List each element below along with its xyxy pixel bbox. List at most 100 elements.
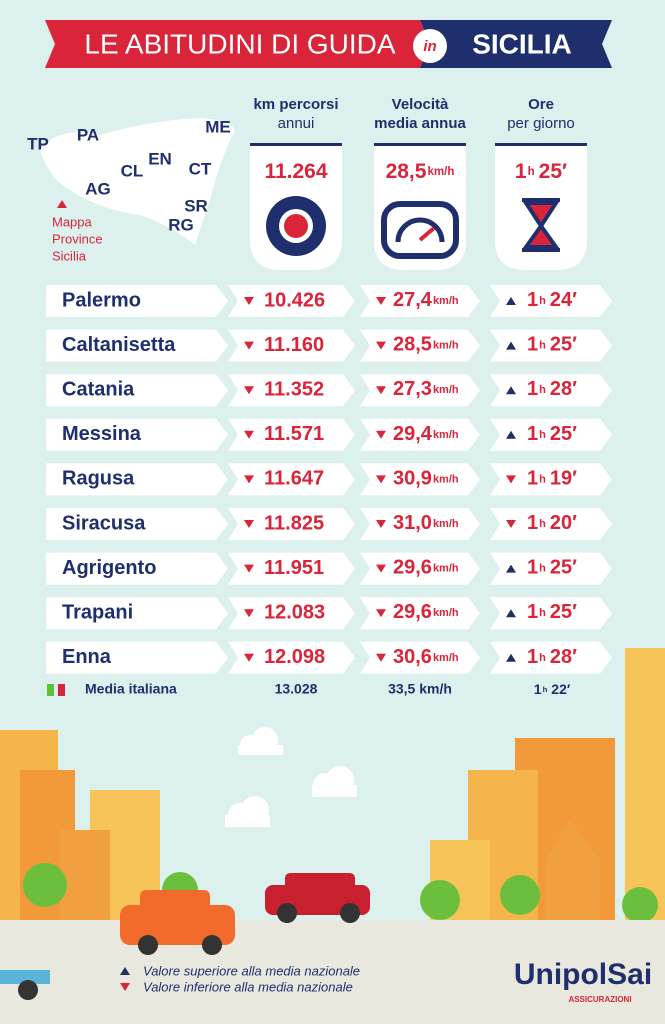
number: 30,6 xyxy=(393,646,432,668)
km-value: 11.352 xyxy=(264,378,324,400)
city xyxy=(0,648,665,1024)
province-label: AG xyxy=(85,179,111,198)
number: 28,5 xyxy=(386,160,427,183)
title-right: SICILIA xyxy=(472,28,572,59)
row-bar xyxy=(360,374,480,407)
value: 27,4km/h xyxy=(393,289,459,311)
number: 1 xyxy=(527,378,538,400)
trend-arrow xyxy=(244,475,254,484)
row-bar xyxy=(490,552,612,585)
brand-sub: ASSICURAZIONI xyxy=(568,995,631,1004)
km-value: 10.426 xyxy=(264,289,325,311)
trend-arrow xyxy=(506,341,516,350)
value: 28,5km/h xyxy=(393,334,459,356)
province-label: CT xyxy=(189,159,212,178)
trend-arrow xyxy=(376,341,386,350)
unit: km/h xyxy=(427,166,454,178)
banner-right xyxy=(420,20,612,68)
trend-arrow xyxy=(244,430,254,439)
unit: km/h xyxy=(433,295,459,307)
trend-arrow xyxy=(506,386,516,395)
number: 22′ xyxy=(551,681,571,697)
column-heading: Ore xyxy=(528,96,554,113)
value: 1h 19′ xyxy=(527,468,577,490)
number: 29,4 xyxy=(393,423,433,445)
number: 1 xyxy=(527,512,538,534)
trend-arrow xyxy=(376,564,386,573)
number: 30,9 xyxy=(393,468,432,490)
flag-red xyxy=(58,684,65,696)
number: 25′ xyxy=(550,601,577,623)
value: 30,9km/h xyxy=(393,468,459,490)
map-legend: Sicilia xyxy=(52,248,87,263)
number: 27,3 xyxy=(393,378,432,400)
trend-arrow xyxy=(506,430,516,439)
row-bar xyxy=(46,285,228,317)
column-heading: media annua xyxy=(374,115,466,132)
row-bar xyxy=(490,463,612,496)
number: 29,6 xyxy=(393,601,432,623)
value: 29,4km/h xyxy=(393,423,459,445)
unit: h xyxy=(539,652,546,664)
row-bar xyxy=(228,285,355,317)
gauge-icon xyxy=(381,201,459,259)
number: 25′ xyxy=(550,334,577,356)
row-bar xyxy=(490,374,612,407)
trend-arrow xyxy=(244,520,254,528)
legend-down: Valore inferiore alla media nazionale xyxy=(143,979,353,994)
row-bar xyxy=(228,552,355,585)
number: 1 xyxy=(534,681,542,697)
hourglass-icon xyxy=(522,198,560,252)
number: 1 xyxy=(527,557,538,579)
value: 1h 25′ xyxy=(515,160,567,183)
value: 30,6km/h xyxy=(393,646,459,668)
unit: h xyxy=(539,473,546,485)
row-bar xyxy=(360,552,480,585)
province-label: PA xyxy=(77,125,99,144)
km-value: 11.571 xyxy=(264,423,324,445)
unit: h xyxy=(539,563,546,575)
row-bar xyxy=(490,418,612,451)
row-bar xyxy=(228,418,355,451)
value: 1h 25′ xyxy=(527,557,577,579)
value: 27,3km/h xyxy=(393,378,459,400)
number: 1 xyxy=(527,289,538,311)
row-bar xyxy=(46,597,228,630)
trend-arrow xyxy=(244,297,254,305)
value: 29,6km/h xyxy=(393,601,459,623)
province-label: ME xyxy=(205,117,231,136)
number: 28′ xyxy=(550,646,577,668)
row-bar xyxy=(46,329,228,362)
city-name: Agrigento xyxy=(62,557,156,579)
number: 19′ xyxy=(550,468,577,490)
trend-arrow xyxy=(244,386,254,395)
province-label: EN xyxy=(148,149,172,168)
km-value: 11.160 xyxy=(264,334,324,356)
city-name: Enna xyxy=(62,646,112,668)
connector: in xyxy=(423,38,436,55)
number: 1 xyxy=(527,601,538,623)
unit: h xyxy=(539,340,546,352)
number: 24′ xyxy=(550,289,577,311)
value: 1h 25′ xyxy=(527,423,577,445)
connector-badge xyxy=(413,29,447,63)
trend-arrow xyxy=(506,297,516,305)
row-bar xyxy=(46,374,228,407)
number: 25′ xyxy=(550,423,577,445)
trend-arrow xyxy=(506,564,516,573)
column-heading: Velocità xyxy=(392,96,449,113)
legend-up: Valore superiore alla media nazionale xyxy=(143,963,360,978)
average-speed: 33,5 km/h xyxy=(388,681,452,697)
trend-arrow xyxy=(376,609,386,618)
province-label: CL xyxy=(121,161,144,180)
km-value: 12.098 xyxy=(264,646,325,668)
row-bar xyxy=(360,285,480,317)
row-bar xyxy=(360,463,480,496)
map-shape xyxy=(40,118,235,245)
trend-arrow xyxy=(506,653,516,662)
number: 1 xyxy=(527,423,538,445)
number: 31,0 xyxy=(393,512,432,534)
title-left: LE ABITUDINI DI GUIDA xyxy=(84,28,395,59)
